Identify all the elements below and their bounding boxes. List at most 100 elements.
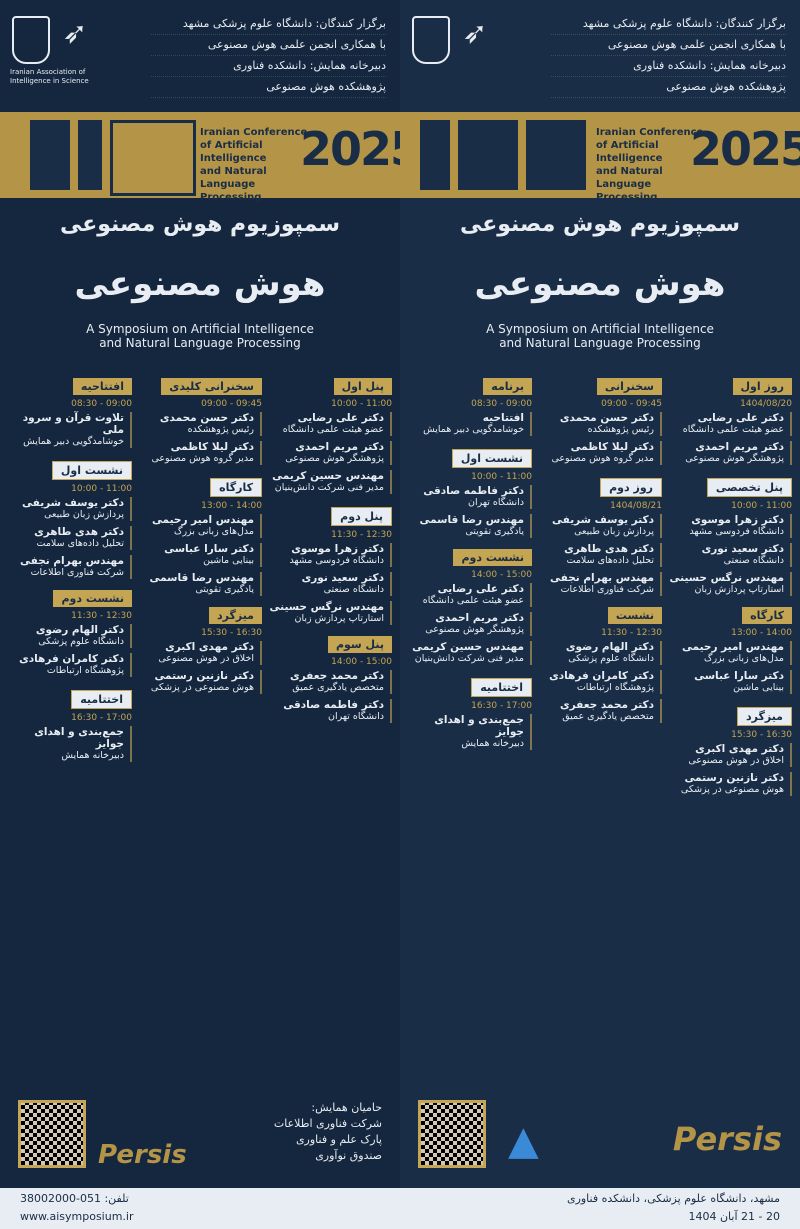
- poster-right: ➶ برگزار کنندگان: دانشگاه علوم پزشکی مشه…: [400, 0, 800, 1229]
- footer-website[interactable]: www.aisymposium.ir: [20, 1210, 134, 1223]
- section-tag: سخنرانی کلیدی: [161, 378, 262, 395]
- speaker-entry: دکتر حسن محمدی رئیس پژوهشکده: [138, 412, 262, 436]
- section-tag: میزگرد: [736, 707, 792, 726]
- section-tag: پنل اول: [333, 378, 392, 395]
- speaker-name: مهندس نرگس حسینی: [269, 601, 384, 613]
- triangle-logo-icon: ▲: [508, 1118, 539, 1164]
- speaker-entry: مهندس نرگس حسینی استارتاپ پردازش زبان: [668, 572, 792, 596]
- subtitle-line: A Symposium on Artificial Intelligence: [86, 322, 314, 336]
- speaker-entry: مهندس حسین کریمی مدیر فنی شرکت دانش‌بنیان: [408, 641, 532, 665]
- speaker-name: دکتر الهام رضوی: [565, 641, 654, 653]
- speaker-entry: دکتر هدی طاهری تحلیل داده‌های سلامت: [538, 543, 662, 567]
- logo-caption: Iranian Association of Intelligence in S…: [10, 68, 89, 85]
- speaker-name: دکتر مهدی اکبری: [695, 743, 784, 755]
- speaker-entry: دکتر محمد جعفری متخصص یادگیری عمیق: [268, 670, 392, 694]
- speaker-role: مدیر گروه هوش مصنوعی: [151, 453, 254, 464]
- speaker-name: مهندس رضا قاسمی: [419, 514, 524, 526]
- header-line: دبیرخانه همایش: دانشکده فناوری: [551, 56, 786, 77]
- section-time: 09:00 - 09:45: [201, 399, 262, 409]
- header-line: برگزار کنندگان: دانشگاه علوم پزشکی مشهد: [151, 14, 386, 35]
- footer-sponsors: Persis حامیان همایش: شرکت فناوری اطلاعات…: [8, 1100, 392, 1178]
- speaker-name: مهندس بهرام نجفی: [20, 555, 124, 567]
- speaker-role: مدل‌های زبانی بزرگ: [703, 653, 784, 664]
- speaker-entry: مهندس بهرام نجفی شرکت فناوری اطلاعات: [538, 572, 662, 596]
- poster-left: ➶ Iranian Association of Intelligence in…: [0, 14, 400, 1178]
- speaker-entry: مهندس امیر رحیمی مدل‌های زبانی بزرگ: [138, 514, 262, 538]
- speaker-role: دانشگاه علوم پزشکی: [38, 636, 124, 647]
- speaker-name: جمع‌بندی و اهدای جوایز: [34, 726, 124, 750]
- speaker-role: عضو هیئت علمی دانشگاه: [422, 595, 524, 606]
- section-time: 13:00 - 14:00: [201, 501, 262, 511]
- speaker-name: جمع‌بندی و اهدای جوایز: [434, 714, 524, 738]
- band-block: [458, 120, 518, 190]
- speaker-entry: دکتر مریم احمدی پژوهشگر هوش مصنوعی: [268, 441, 392, 465]
- speaker-entry: مهندس حسین کریمی مدیر فنی شرکت دانش‌بنیان: [268, 470, 392, 494]
- qr-code-icon[interactable]: [418, 1100, 486, 1168]
- band-block: [78, 120, 102, 190]
- footer-phone: تلفن: 051-38002000: [20, 1192, 129, 1205]
- sponsor-line: حامیان همایش:: [311, 1101, 382, 1114]
- speaker-name: دکتر نازنین رستمی: [684, 772, 784, 784]
- speaker-entry: دکتر سعید نوری دانشگاه صنعتی: [668, 543, 792, 567]
- program-column: سخنرانی کلیدی 09:00 - 09:45 دکتر حسن محمدی…: [138, 372, 262, 699]
- speaker-entry: دکتر کامران فرهادی پژوهشگاه ارتباطات: [538, 670, 662, 694]
- brand-logo: Persis: [98, 1140, 187, 1170]
- speaker-role: رئیس پژوهشکده: [587, 424, 654, 435]
- speaker-name: مهندس حسین کریمی: [272, 470, 384, 482]
- speaker-role: شرکت فناوری اطلاعات: [30, 567, 124, 578]
- qr-code-icon[interactable]: [18, 1100, 86, 1168]
- speaker-entry: دکتر مهدی اکبری اخلاق در هوش مصنوعی: [138, 641, 262, 665]
- speaker-name: مهندس بهرام نجفی: [550, 572, 654, 584]
- section-tag: پنل تخصصی: [706, 478, 792, 497]
- section-time: 10:00 - 11:00: [471, 472, 532, 482]
- program-column: برنامه 08:30 - 09:00 افتتاحیه خوشامدگویی دب…: [408, 372, 532, 755]
- section-tag: اختتامیه: [471, 678, 532, 697]
- speaker-name: دکتر فاطمه صادقی: [423, 485, 524, 497]
- brand-logo: Persis: [672, 1120, 782, 1158]
- section-time: 11:30 - 12:30: [71, 611, 132, 621]
- speaker-entry: جمع‌بندی و اهدای جوایز دبیرخانه همایش: [8, 726, 132, 762]
- english-title: Iranian Conference of Artificial Intelli…: [596, 126, 716, 204]
- speaker-name: دکتر الهام رضوی: [35, 624, 124, 636]
- speaker-entry: دکتر نازنین رستمی هوش مصنوعی در پزشکی: [138, 670, 262, 694]
- program-column: سخنرانی 09:00 - 09:45 دکتر حسن محمدی رئیس پ…: [538, 372, 662, 728]
- speaker-name: دکتر محمد جعفری: [289, 670, 384, 682]
- speaker-entry: افتتاحیه خوشامدگویی دبیر همایش: [408, 412, 532, 436]
- header-line: با همکاری انجمن علمی هوش مصنوعی: [551, 35, 786, 56]
- speaker-role: اخلاق در هوش مصنوعی: [688, 755, 784, 766]
- english-line: Iranian Conference: [200, 127, 308, 138]
- speaker-entry: دکتر الهام رضوی دانشگاه علوم پزشکی: [8, 624, 132, 648]
- speaker-entry: مهندس بهرام نجفی شرکت فناوری اطلاعات: [8, 555, 132, 579]
- section-time: 15:30 - 16:30: [201, 628, 262, 638]
- sponsor-line: شرکت فناوری اطلاعات: [273, 1117, 382, 1130]
- footer-address: مشهد، دانشگاه علوم پزشکی، دانشکده فناوری: [566, 1192, 780, 1205]
- header-line: با همکاری انجمن علمی هوش مصنوعی: [151, 35, 386, 56]
- section-tag: کارگاه: [742, 607, 792, 624]
- speaker-name: دکتر یوسف شریفی: [552, 514, 654, 526]
- section-tag: میزگرد: [208, 607, 262, 624]
- speaker-entry: تلاوت قرآن و سرود ملی خوشامدگویی دبیر هما…: [8, 412, 132, 448]
- header-line: پژوهشکده هوش مصنوعی: [551, 77, 786, 98]
- speaker-entry: دکتر لیلا کاظمی مدیر گروه هوش مصنوعی: [538, 441, 662, 465]
- english-line: Language Processing: [596, 179, 658, 203]
- speaker-role: دانشگاه فردوسی مشهد: [689, 526, 784, 537]
- speaker-name: دکتر علی رضایی: [697, 412, 784, 424]
- speaker-name: مهندس نرگس حسینی: [669, 572, 784, 584]
- section-tag: افتتاحیه: [72, 378, 132, 395]
- speaker-role: دبیرخانه همایش: [61, 750, 124, 761]
- speaker-name: دکتر زهرا موسوی: [691, 514, 784, 526]
- section-time: 14:00 - 15:00: [471, 570, 532, 580]
- section-time: 10:00 - 11:00: [731, 501, 792, 511]
- section-time: 11:30 - 12:30: [601, 628, 662, 638]
- title-band: Iranian Conference of Artificial Intelli…: [400, 112, 800, 203]
- section-tag: روز دوم: [600, 478, 662, 497]
- speaker-entry: دکتر مهدی اکبری اخلاق در هوش مصنوعی: [668, 743, 792, 767]
- header-line: دبیرخانه همایش: دانشکده فناوری: [151, 56, 386, 77]
- speaker-entry: دکتر مریم احمدی پژوهشگر هوش مصنوعی: [408, 612, 532, 636]
- section-tag: اختتامیه: [71, 690, 132, 709]
- speaker-entry: دکتر نازنین رستمی هوش مصنوعی در پزشکی: [668, 772, 792, 796]
- section-time: 14:00 - 15:00: [331, 657, 392, 667]
- speaker-role: یادگیری تقویتی: [195, 584, 254, 595]
- section-tag: نشست دوم: [453, 549, 532, 566]
- speaker-role: پژوهشگر هوش مصنوعی: [285, 453, 384, 464]
